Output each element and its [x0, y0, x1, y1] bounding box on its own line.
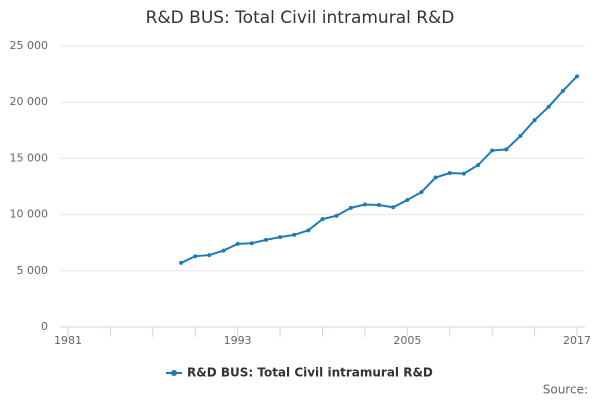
point — [235, 241, 240, 246]
point — [490, 148, 495, 153]
y-tick-label: 5 000 — [17, 264, 49, 277]
point — [278, 235, 283, 240]
point — [348, 205, 353, 210]
source: Source: — [543, 383, 588, 397]
point — [334, 213, 339, 218]
point — [476, 163, 481, 168]
point — [546, 104, 551, 109]
x-tick-label: 1981 — [54, 334, 82, 347]
x-tick-label: 1993 — [224, 334, 252, 347]
y-tick-label: 10 000 — [10, 208, 49, 221]
point — [320, 217, 325, 222]
point — [193, 254, 198, 259]
y-tick-label: 20 000 — [10, 95, 49, 108]
point — [447, 171, 452, 176]
point — [405, 197, 410, 202]
point — [433, 175, 438, 180]
legend-marker — [171, 370, 177, 376]
point — [560, 88, 565, 93]
point — [221, 248, 226, 253]
point — [362, 202, 367, 207]
point — [306, 228, 311, 233]
point — [518, 133, 523, 138]
y-tick-label: 0 — [41, 320, 48, 333]
point — [504, 147, 509, 152]
x-tick-label: 2017 — [563, 334, 591, 347]
x-tick-label: 2005 — [393, 334, 421, 347]
y-tick-label: 25 000 — [10, 39, 49, 52]
legend-label: R&D BUS: Total Civil intramural R&D — [187, 366, 433, 380]
y-tick-label: 15 000 — [10, 151, 49, 164]
point — [292, 232, 297, 237]
point — [377, 203, 382, 208]
point — [575, 74, 579, 79]
chart-title: R&D BUS: Total Civil intramural R&D — [146, 8, 455, 28]
point — [263, 237, 268, 242]
point — [391, 205, 396, 210]
point — [179, 260, 184, 265]
point — [207, 253, 212, 258]
series-line — [180, 75, 578, 264]
point — [461, 171, 466, 176]
point — [419, 190, 424, 195]
point — [249, 241, 254, 246]
point — [532, 118, 537, 123]
